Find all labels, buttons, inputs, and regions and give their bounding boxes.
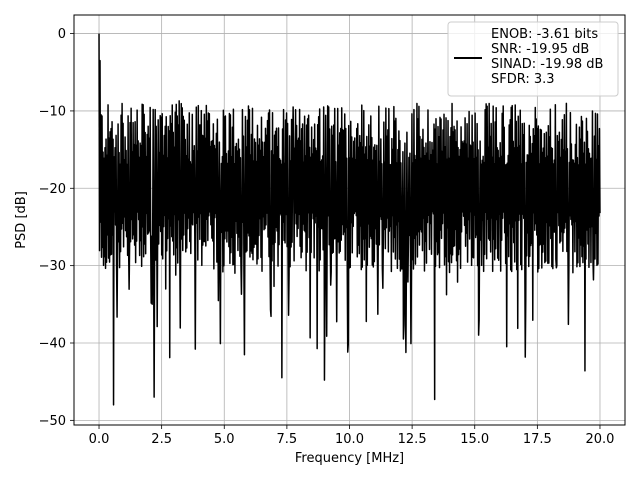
y-axis-label: PSD [dB]: [14, 191, 29, 249]
y-tick-label: −30: [39, 259, 66, 274]
series-line: [98, 33, 601, 406]
y-tick-label: −50: [39, 414, 66, 429]
legend-line-2: SNR: -19.95 dB: [491, 42, 589, 57]
y-tick-label: −10: [39, 104, 66, 119]
y-tick-label: −20: [39, 182, 66, 197]
x-tick-label: 0.0: [89, 432, 110, 447]
series-group: [98, 33, 601, 406]
x-tick-label: 20.0: [586, 432, 615, 447]
y-tick-label: 0: [58, 27, 66, 42]
x-tick-label: 7.5: [277, 432, 298, 447]
x-tick-label: 10.0: [335, 432, 364, 447]
x-tick-label: 15.0: [460, 432, 489, 447]
legend: ENOB: -3.61 bits SNR: -19.95 dB SINAD: -…: [447, 21, 619, 97]
x-tick-label: 2.5: [151, 432, 172, 447]
y-tick-label: −40: [39, 337, 66, 352]
x-tick-label: 5.0: [214, 432, 235, 447]
x-axis-ticks: 0.0 2.5 5.0 7.5 10.0 12.5 15.0 17.5 20.0: [89, 425, 615, 447]
x-tick-label: 17.5: [523, 432, 552, 447]
y-axis-ticks: 0 −10 −20 −30 −40 −50: [39, 27, 74, 429]
legend-line-4: SFDR: 3.3: [491, 72, 555, 87]
legend-line-1: ENOB: -3.61 bits: [491, 27, 598, 42]
x-tick-label: 12.5: [398, 432, 427, 447]
legend-box: [447, 21, 619, 97]
legend-line-3: SINAD: -19.98 dB: [491, 57, 603, 72]
x-axis-label: Frequency [MHz]: [295, 451, 404, 466]
